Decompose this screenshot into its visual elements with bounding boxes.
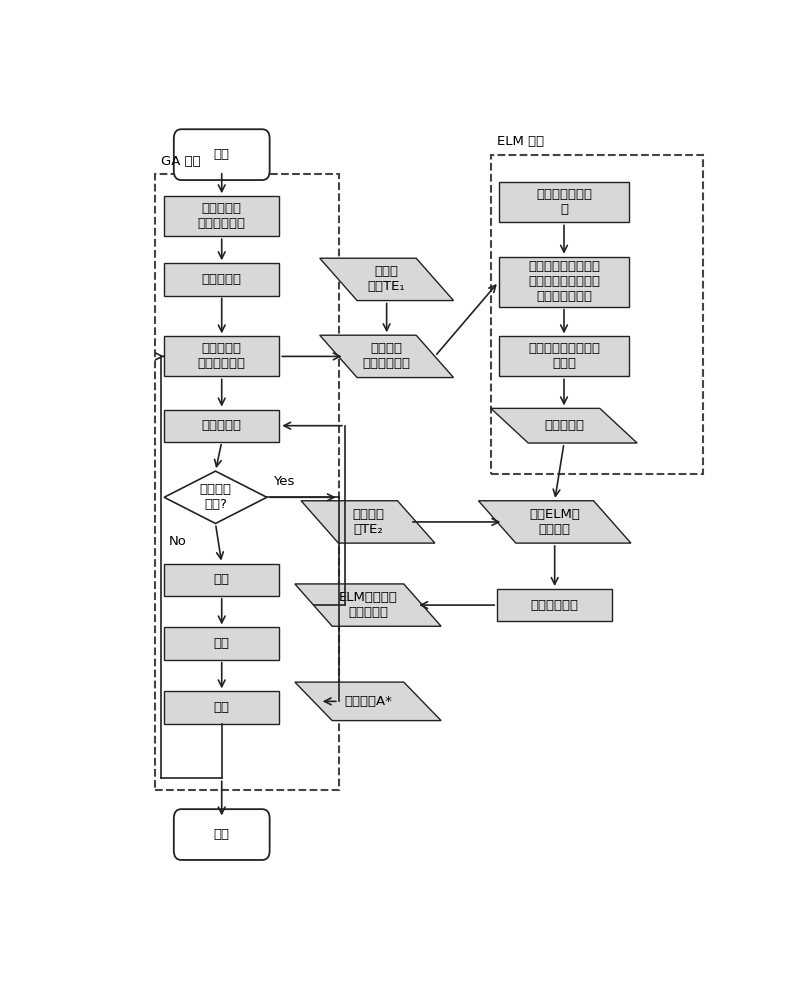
FancyBboxPatch shape <box>164 410 279 442</box>
FancyBboxPatch shape <box>164 627 279 660</box>
Polygon shape <box>164 471 266 523</box>
FancyBboxPatch shape <box>164 196 279 236</box>
Text: 对生产属性
（特征）解码: 对生产属性 （特征）解码 <box>197 342 245 370</box>
Polygon shape <box>319 258 453 301</box>
Text: 对生产属性
（特征）编码: 对生产属性 （特征）编码 <box>197 202 245 230</box>
Text: 调度模型A*: 调度模型A* <box>343 695 391 708</box>
Text: 测试样本
集TE₂: 测试样本 集TE₂ <box>351 508 383 536</box>
Polygon shape <box>294 682 440 721</box>
Bar <box>491 155 702 474</box>
Text: 开始: 开始 <box>213 148 229 161</box>
Text: 训练样
本集TE₁: 训练样 本集TE₁ <box>367 265 405 293</box>
Polygon shape <box>478 501 630 543</box>
FancyBboxPatch shape <box>164 564 279 596</box>
Text: No: No <box>169 535 187 548</box>
Text: 选择: 选择 <box>213 573 229 586</box>
Text: 满足终止
条件?: 满足终止 条件? <box>199 483 231 511</box>
FancyBboxPatch shape <box>496 589 611 621</box>
FancyBboxPatch shape <box>173 809 269 860</box>
Text: 生产属性
（特征）子集: 生产属性 （特征）子集 <box>363 342 410 370</box>
FancyBboxPatch shape <box>164 336 279 376</box>
Polygon shape <box>319 335 453 378</box>
Text: 输出层权值: 输出层权值 <box>543 419 583 432</box>
Text: 适应度评估: 适应度评估 <box>201 419 241 432</box>
Text: Yes: Yes <box>273 475 294 488</box>
FancyBboxPatch shape <box>498 336 629 376</box>
Text: ELM 模块: ELM 模块 <box>496 135 544 148</box>
FancyBboxPatch shape <box>173 129 269 180</box>
FancyBboxPatch shape <box>164 691 279 724</box>
Polygon shape <box>301 501 435 543</box>
Text: 确定隐含层节点
数: 确定隐含层节点 数 <box>536 188 591 216</box>
Text: 选择隐含层节点的激
活函数: 选择隐含层节点的激 活函数 <box>528 342 599 370</box>
Text: 初始化种群: 初始化种群 <box>201 273 241 286</box>
FancyBboxPatch shape <box>498 257 629 307</box>
FancyBboxPatch shape <box>498 182 629 222</box>
Text: 变异: 变异 <box>213 701 229 714</box>
Text: 基于ELM的
调度模型: 基于ELM的 调度模型 <box>529 508 579 536</box>
Polygon shape <box>490 408 636 443</box>
Text: 结束: 结束 <box>213 828 229 841</box>
Polygon shape <box>294 584 440 626</box>
FancyBboxPatch shape <box>164 263 279 296</box>
Text: 随机产生输入层与隐
含层间的连接权值和
隐含层节点阈值: 随机产生输入层与隐 含层间的连接权值和 隐含层节点阈值 <box>528 260 599 303</box>
Text: 预测精度评估: 预测精度评估 <box>530 599 578 612</box>
Text: 交叉: 交叉 <box>213 637 229 650</box>
Bar <box>155 174 338 790</box>
Text: GA 模块: GA 模块 <box>161 155 200 168</box>
Text: ELM调度模型
的预测精度: ELM调度模型 的预测精度 <box>338 591 397 619</box>
